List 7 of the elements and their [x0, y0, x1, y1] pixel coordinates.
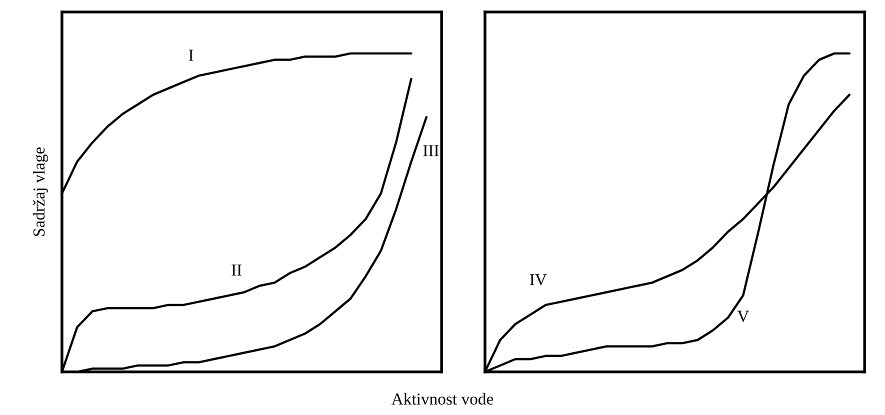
y-axis-title: Sadržaj vlage [32, 147, 48, 236]
series-label: II [232, 264, 242, 276]
x-axis-title: Aktivnost vode [392, 392, 494, 405]
series-label: IV [530, 274, 547, 286]
series-label: III [423, 145, 439, 156]
series-label: I [188, 50, 194, 61]
series-label: V [737, 310, 749, 322]
